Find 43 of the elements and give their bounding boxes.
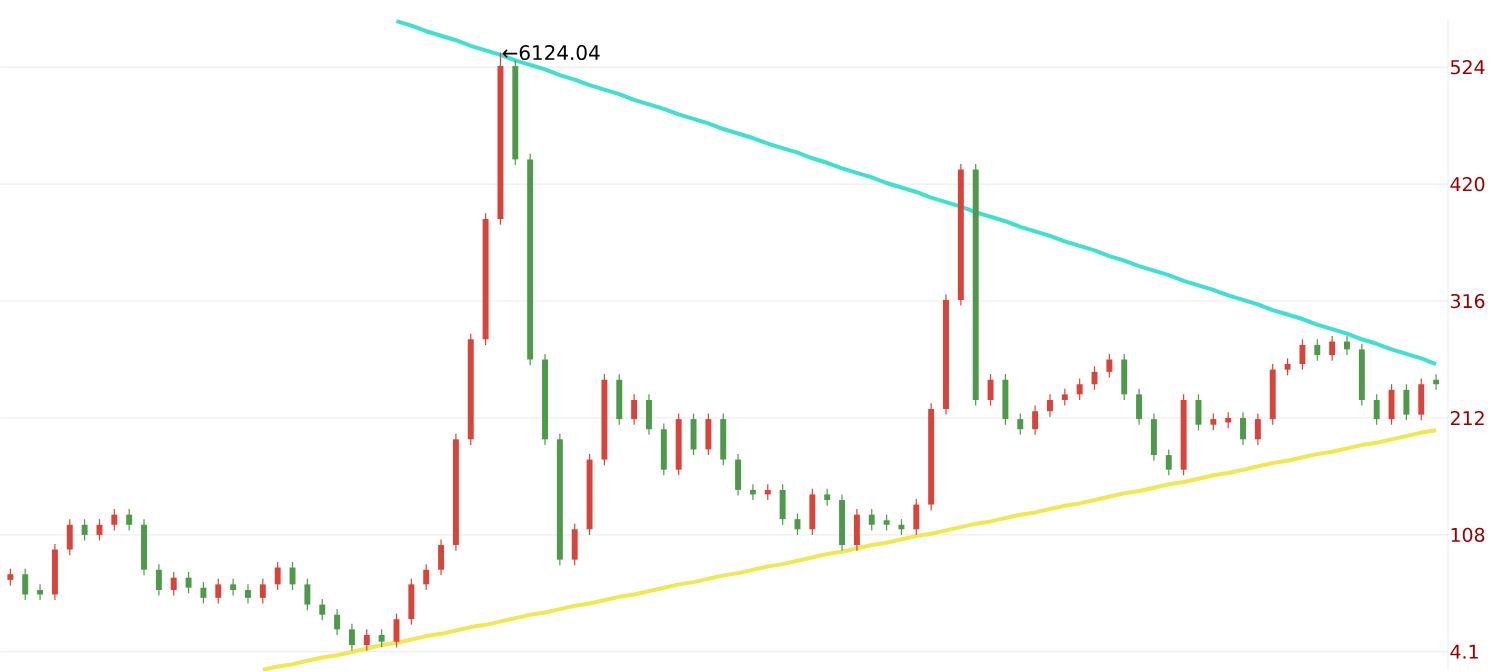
- candlestick: [348, 623, 355, 652]
- candlestick: [363, 628, 370, 652]
- candlestick: [1106, 353, 1113, 379]
- y-tick-label: 524: [1450, 60, 1485, 75]
- candlestick: [1373, 393, 1380, 426]
- candlestick: [1240, 411, 1246, 446]
- candlestick: [1329, 335, 1336, 362]
- candlestick: [1299, 338, 1306, 371]
- candlestick: [200, 581, 207, 605]
- candlestick: [1076, 378, 1083, 401]
- candlestick: [1017, 412, 1024, 436]
- candlestick: [111, 508, 118, 532]
- candlestick: [126, 508, 133, 532]
- candlestick: [22, 568, 29, 601]
- y-tick-label: 316: [1450, 293, 1485, 309]
- candlestick: [319, 598, 326, 622]
- candlestick: [423, 563, 430, 591]
- annotation: ←6124.04: [502, 45, 600, 61]
- candlestick: [304, 578, 311, 611]
- candlestick: [155, 563, 162, 597]
- candlestick: [215, 578, 222, 605]
- candlestick: [334, 608, 341, 636]
- candlestick: [81, 518, 88, 542]
- candlestick: [868, 508, 875, 532]
- candlestick: [274, 561, 281, 591]
- y-tick-label: 108: [1451, 527, 1485, 543]
- candlestick: [96, 518, 103, 542]
- candlestick: [170, 571, 177, 597]
- candlestick: [631, 393, 638, 426]
- candlestick: [987, 373, 994, 407]
- y-tick-label: 4.1: [1450, 644, 1478, 659]
- candlestick: [245, 583, 251, 605]
- y-tick-label: 212: [1450, 411, 1484, 426]
- candlestick: [1165, 448, 1172, 477]
- candlestick: [289, 561, 296, 591]
- candlestick: [1046, 393, 1053, 418]
- candlestick: [1254, 412, 1261, 446]
- y-tick-label: 420: [1450, 177, 1485, 192]
- candlestick: [1032, 405, 1039, 436]
- candlestick: [259, 578, 266, 605]
- candlestick: [1314, 338, 1321, 362]
- candlestick: [185, 571, 192, 595]
- candlestick: [230, 578, 237, 597]
